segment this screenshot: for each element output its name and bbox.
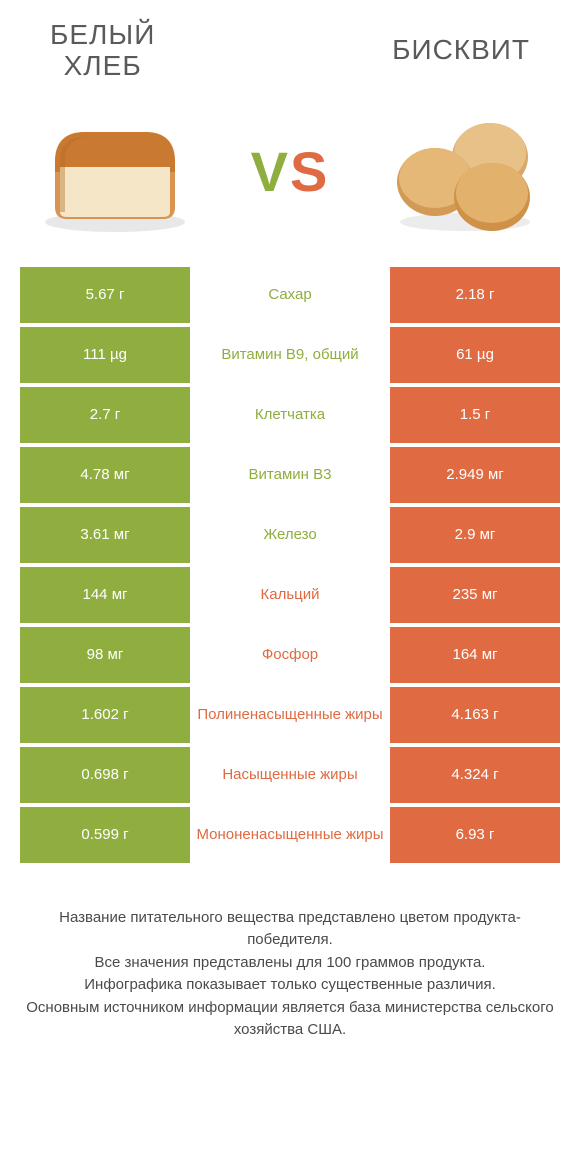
nutrient-name-cell: Витамин B9, общий <box>190 327 390 383</box>
footer-line-4: Основным источником информации является … <box>20 997 560 1042</box>
left-value-cell: 0.599 г <box>20 807 190 863</box>
left-food-title: БЕЛЫЙХЛЕБ <box>50 20 155 82</box>
nutrient-name-cell: Мононенасыщенные жиры <box>190 807 390 863</box>
table-row: 1.602 гПолиненасыщенные жиры4.163 г <box>20 687 560 743</box>
right-value-cell: 4.163 г <box>390 687 560 743</box>
right-value-cell: 2.9 мг <box>390 507 560 563</box>
left-value-cell: 98 мг <box>20 627 190 683</box>
nutrient-name-cell: Витамин B3 <box>190 447 390 503</box>
nutrient-name-cell: Клетчатка <box>190 387 390 443</box>
nutrient-name-cell: Насыщенные жиры <box>190 747 390 803</box>
right-food-image <box>380 107 550 237</box>
nutrient-name-cell: Железо <box>190 507 390 563</box>
footer-line-1: Название питательного вещества представл… <box>20 907 560 952</box>
left-value-cell: 5.67 г <box>20 267 190 323</box>
right-value-cell: 2.18 г <box>390 267 560 323</box>
vs-v-letter: V <box>251 140 290 203</box>
table-row: 111 µgВитамин B9, общий61 µg <box>20 327 560 383</box>
left-value-cell: 1.602 г <box>20 687 190 743</box>
table-row: 3.61 мгЖелезо2.9 мг <box>20 507 560 563</box>
nutrient-name-cell: Фосфор <box>190 627 390 683</box>
left-value-cell: 4.78 мг <box>20 447 190 503</box>
vs-s-letter: S <box>290 140 329 203</box>
nutrient-name-cell: Сахар <box>190 267 390 323</box>
right-value-cell: 61 µg <box>390 327 560 383</box>
images-row: VS <box>0 92 580 267</box>
comparison-table: 5.67 гСахар2.18 г111 µgВитамин B9, общий… <box>0 267 580 863</box>
nutrient-name-cell: Полиненасыщенные жиры <box>190 687 390 743</box>
left-food-image <box>30 107 200 237</box>
right-value-cell: 4.324 г <box>390 747 560 803</box>
table-row: 0.599 гМононенасыщенные жиры6.93 г <box>20 807 560 863</box>
table-row: 144 мгКальций235 мг <box>20 567 560 623</box>
nutrient-name-cell: Кальций <box>190 567 390 623</box>
right-value-cell: 1.5 г <box>390 387 560 443</box>
vs-label: VS <box>251 139 330 204</box>
left-value-cell: 3.61 мг <box>20 507 190 563</box>
right-value-cell: 6.93 г <box>390 807 560 863</box>
right-food-title: БИСКВИТ <box>392 35 530 66</box>
table-row: 0.698 гНасыщенные жиры4.324 г <box>20 747 560 803</box>
right-value-cell: 164 мг <box>390 627 560 683</box>
footer-line-3: Инфографика показывает только существенн… <box>20 974 560 997</box>
header: БЕЛЫЙХЛЕБ БИСКВИТ <box>0 0 580 92</box>
table-row: 5.67 гСахар2.18 г <box>20 267 560 323</box>
left-value-cell: 111 µg <box>20 327 190 383</box>
footer-line-2: Все значения представлены для 100 граммо… <box>20 952 560 975</box>
table-row: 2.7 гКлетчатка1.5 г <box>20 387 560 443</box>
right-value-cell: 235 мг <box>390 567 560 623</box>
table-row: 98 мгФосфор164 мг <box>20 627 560 683</box>
footer-notes: Название питательного вещества представл… <box>0 867 580 1062</box>
left-value-cell: 0.698 г <box>20 747 190 803</box>
table-row: 4.78 мгВитамин B32.949 мг <box>20 447 560 503</box>
left-value-cell: 144 мг <box>20 567 190 623</box>
left-value-cell: 2.7 г <box>20 387 190 443</box>
right-value-cell: 2.949 мг <box>390 447 560 503</box>
